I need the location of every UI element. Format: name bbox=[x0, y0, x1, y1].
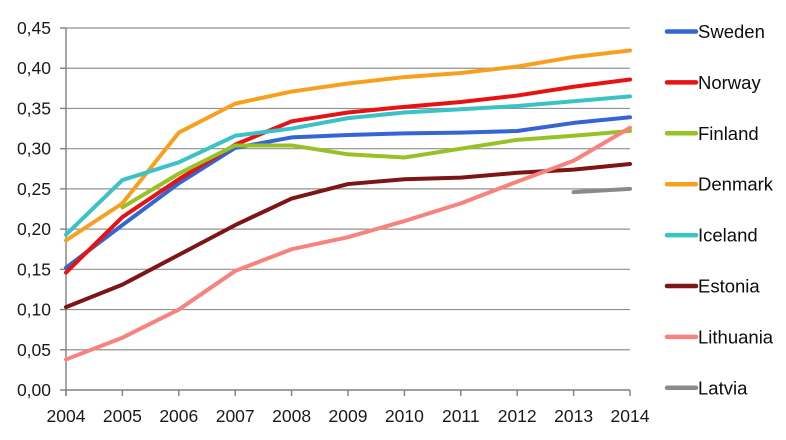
y-axis-label-0,10: 0,10 bbox=[17, 300, 51, 320]
y-axis-label-0,40: 0,40 bbox=[17, 58, 51, 78]
y-axis-label-0,35: 0,35 bbox=[17, 98, 51, 118]
legend-label-iceland: Iceland bbox=[698, 225, 758, 246]
legend-label-denmark: Denmark bbox=[698, 174, 774, 195]
x-axis-label-2009: 2009 bbox=[329, 406, 368, 426]
x-axis-label-2010: 2010 bbox=[385, 406, 424, 426]
series-line-latvia bbox=[571, 186, 632, 195]
series-line-denmark bbox=[64, 48, 632, 243]
y-axis-label-0,25: 0,25 bbox=[17, 179, 51, 199]
y-axis-label-0,45: 0,45 bbox=[17, 18, 51, 38]
x-axis-label-2004: 2004 bbox=[47, 406, 86, 426]
x-axis-label-2007: 2007 bbox=[216, 406, 255, 426]
legend-label-estonia: Estonia bbox=[698, 276, 760, 297]
series-line-estonia bbox=[64, 161, 632, 310]
x-axis-label-2012: 2012 bbox=[498, 406, 537, 426]
series-line-lithuania bbox=[64, 125, 632, 362]
legend-label-finland: Finland bbox=[698, 123, 759, 144]
x-axis-label-2006: 2006 bbox=[159, 406, 198, 426]
x-axis-label-2008: 2008 bbox=[272, 406, 311, 426]
y-axis-label-0,30: 0,30 bbox=[17, 139, 51, 159]
series-line-norway bbox=[64, 77, 632, 275]
legend-label-sweden: Sweden bbox=[698, 21, 765, 42]
legend-label-norway: Norway bbox=[698, 72, 761, 93]
y-axis-label-0,05: 0,05 bbox=[17, 340, 51, 360]
series-line-iceland bbox=[64, 94, 632, 237]
series-line-finland bbox=[120, 128, 632, 210]
y-axis-label-0,20: 0,20 bbox=[17, 219, 51, 239]
legend-label-lithuania: Lithuania bbox=[698, 326, 774, 347]
x-axis-label-2011: 2011 bbox=[442, 406, 480, 426]
legend-label-latvia: Latvia bbox=[698, 377, 748, 398]
x-axis-label-2013: 2013 bbox=[554, 406, 593, 426]
y-axis-label-0,15: 0,15 bbox=[17, 259, 51, 279]
y-axis-label-0,00: 0,00 bbox=[17, 380, 51, 400]
series-line-sweden bbox=[64, 115, 632, 270]
x-axis-label-2014: 2014 bbox=[611, 406, 650, 426]
x-axis-label-2005: 2005 bbox=[103, 406, 142, 426]
